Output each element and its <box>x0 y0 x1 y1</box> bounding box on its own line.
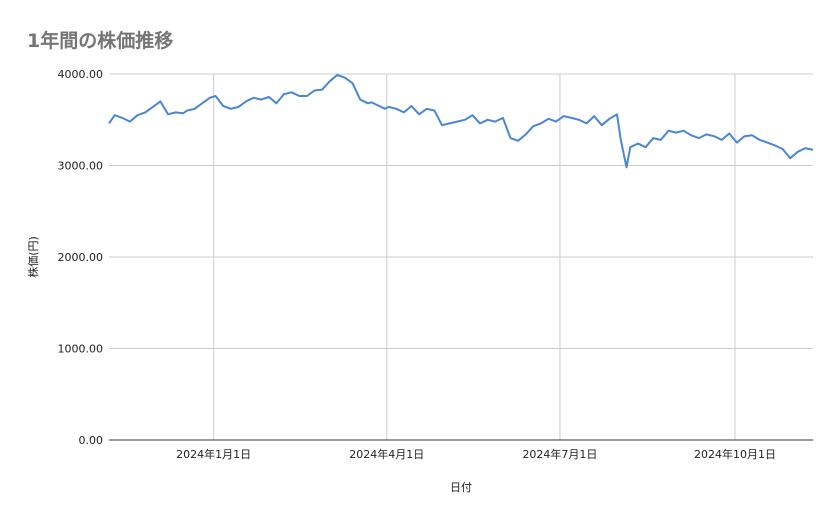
chart-title: 1年間の株価推移 <box>27 30 174 52</box>
x-tick-label: 2024年1月1日 <box>176 447 251 461</box>
x-tick-label: 2024年7月1日 <box>522 447 597 461</box>
y-tick-label: 2000.00 <box>58 251 104 264</box>
y-tick-label: 1000.00 <box>58 343 104 356</box>
x-tick-label: 2024年4月1日 <box>349 447 424 461</box>
y-tick-label: 4000.00 <box>58 68 104 81</box>
y-tick-label: 0.00 <box>79 434 104 447</box>
labels: 0.00 1000.00 2000.00 3000.00 4000.00 2024年1月1… <box>26 68 776 494</box>
series-layer <box>108 73 814 169</box>
y-tick-label: 3000.00 <box>58 160 104 173</box>
y-axis-label: 株価(円) <box>26 236 40 278</box>
series-line-0 <box>108 73 814 169</box>
x-tick-label: 2024年10月1日 <box>694 447 776 461</box>
x-axis-label: 日付 <box>450 481 472 494</box>
grid <box>109 73 813 440</box>
